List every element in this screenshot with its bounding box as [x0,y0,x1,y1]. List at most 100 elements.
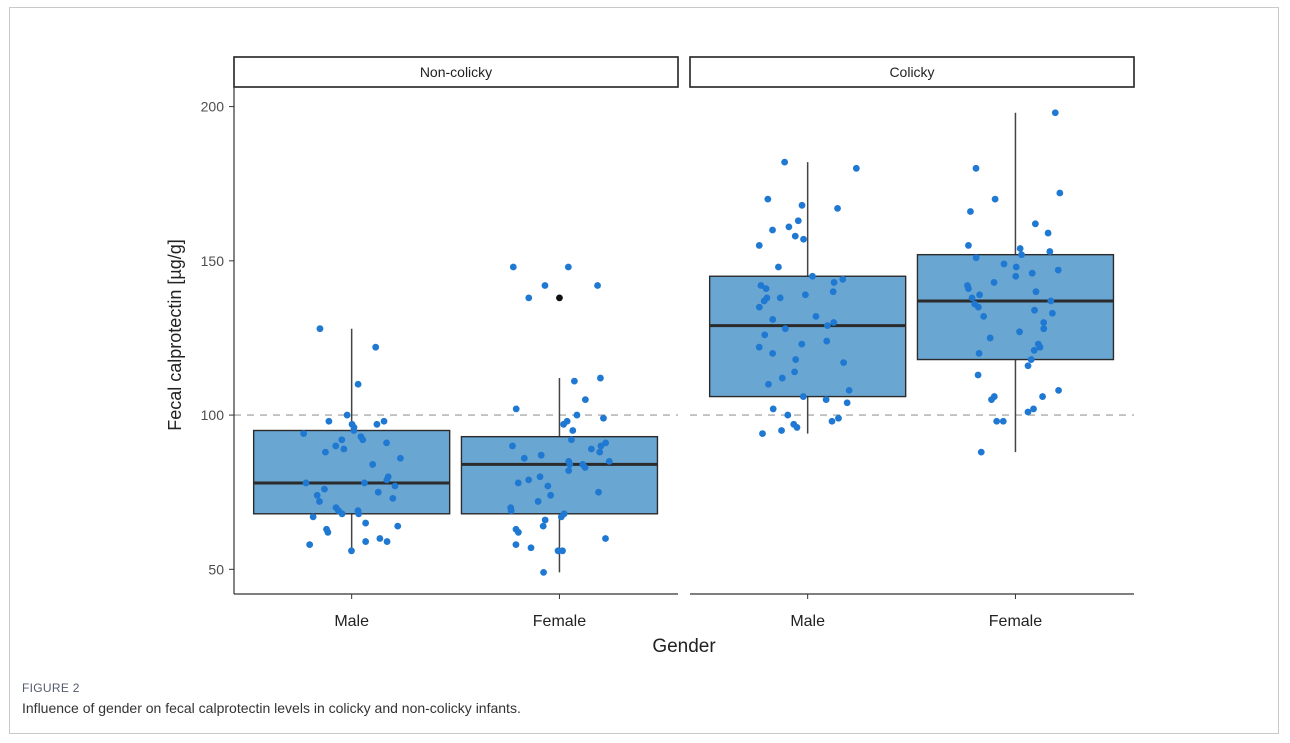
data-point [554,547,562,555]
data-point [587,445,595,453]
data-point [812,312,820,320]
data-point [565,467,573,475]
data-point [600,414,607,422]
data-point [809,272,816,280]
data-point [824,322,831,330]
data-point [990,279,998,286]
data-point [380,417,388,425]
y-tick-label: 150 [201,253,225,269]
data-point [338,436,346,444]
data-point [759,430,766,437]
data-point [834,204,841,212]
data-point [581,396,589,404]
data-point [597,374,604,382]
data-point [1012,272,1020,280]
data-point [977,448,985,456]
data-point [514,528,522,536]
data-point [845,387,853,394]
data-point [1044,229,1052,237]
data-point [755,242,763,249]
data-point [798,201,806,209]
data-point [781,325,789,333]
data-point [566,461,574,468]
data-point [1046,248,1054,255]
data-point [793,424,801,431]
x-tick-label: Female [533,613,586,630]
axes-layer: 50 100 150 200 [201,85,235,594]
data-point [361,479,368,487]
data-point [594,282,601,289]
data-point [1000,260,1008,268]
data-point [313,491,321,499]
data-point [569,427,577,434]
data-point [993,417,1001,425]
data-point [325,417,333,425]
data-point [965,242,972,249]
box-iqr [252,429,451,515]
data-point [980,312,988,320]
data-point [1016,328,1023,336]
data-point [967,208,974,215]
data-point [557,513,565,521]
data-point [539,522,547,530]
data-point [764,195,772,203]
y-tick-label: 100 [201,407,225,423]
data-point [760,297,768,305]
data-point [300,430,308,437]
data-point [1032,288,1040,296]
data-point [537,451,545,459]
data-point [394,522,402,530]
data-point [769,349,777,357]
data-point [602,535,609,542]
data-point [776,294,784,302]
data-point [306,541,314,549]
panel-strip-label: Non-colicky [420,64,492,80]
outlier-point [556,294,563,302]
data-point [512,541,520,549]
data-point [791,368,799,376]
data-point [829,288,837,296]
data-point [354,380,362,388]
data-point [369,461,377,468]
panel-strip-label: Colicky [889,64,934,80]
data-point [769,226,776,234]
data-point [520,454,528,462]
box-iqr [916,253,1115,361]
data-point [564,263,572,271]
data-point [828,417,836,425]
data-point [799,393,807,400]
data-point [843,399,851,407]
data-point [852,164,860,172]
data-point [541,516,549,524]
data-point [1040,325,1048,333]
data-point [800,235,807,243]
data-point [1024,408,1032,416]
data-point [769,316,777,323]
data-point [322,448,329,456]
data-point [309,513,317,521]
data-point [376,535,384,542]
data-point [512,405,520,413]
data-point [974,371,982,379]
data-point [391,482,399,490]
data-point [362,519,370,527]
data-point [761,331,769,339]
data-point [396,454,404,462]
data-point [541,282,549,289]
data-point [373,420,381,428]
x-tick-label: Male [790,613,825,630]
data-point [316,325,324,333]
panels-layer: Non-colicky Male Female Colicky Male Female [233,56,1135,630]
data-point [798,340,806,348]
data-point [560,420,567,428]
data-point [762,285,770,292]
data-point [778,374,786,382]
x-tick-label: Female [989,613,1042,630]
data-point [839,275,847,283]
data-point [338,510,346,518]
data-point [1030,405,1037,413]
data-point [784,411,792,419]
data-point [781,158,789,166]
data-point [840,359,848,367]
data-point [972,254,980,262]
